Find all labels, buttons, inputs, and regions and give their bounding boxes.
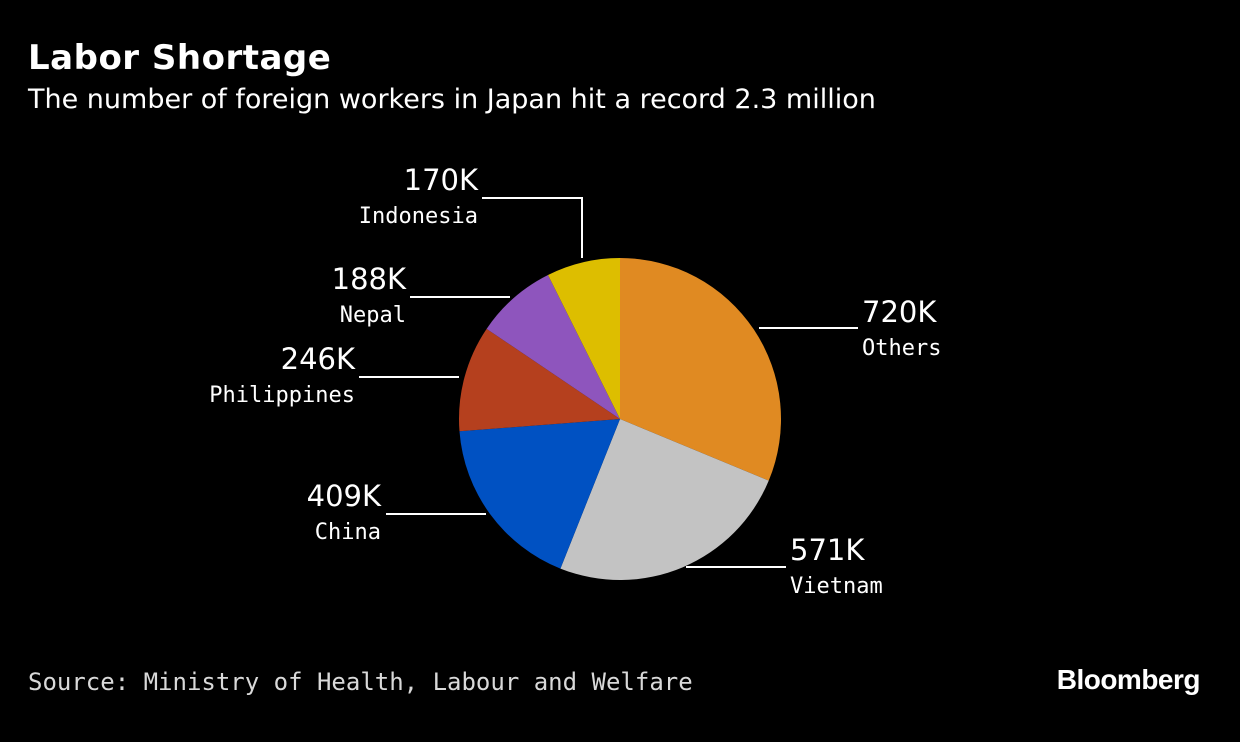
pie-slice-philippines bbox=[459, 328, 620, 432]
pie-slice-indonesia bbox=[548, 258, 620, 419]
chart-title: Labor Shortage bbox=[28, 38, 332, 78]
category-label-vietnam: Vietnam bbox=[790, 574, 883, 599]
pie-slice-nepal bbox=[486, 274, 620, 419]
category-label-others: Others bbox=[862, 336, 941, 361]
value-label-indonesia: 170K bbox=[404, 163, 479, 197]
value-label-china: 409K bbox=[307, 479, 382, 513]
bloomberg-logo: Bloomberg bbox=[1056, 664, 1201, 695]
chart-subtitle: The number of foreign workers in Japan h… bbox=[28, 84, 876, 115]
pie-slices bbox=[459, 258, 782, 580]
pie-labels: 720K Others 571K Vietnam 409K China 246K Philip… bbox=[209, 163, 941, 599]
category-label-indonesia: Indonesia bbox=[359, 204, 478, 229]
leader-line-indonesia bbox=[482, 197, 583, 258]
value-label-others: 720K bbox=[862, 295, 937, 329]
value-label-philippines: 246K bbox=[281, 342, 356, 376]
category-label-philippines: Philippines bbox=[209, 383, 355, 408]
pie-slice-vietnam bbox=[560, 419, 769, 580]
pie-leader-lines bbox=[359, 197, 858, 568]
pie-slice-china bbox=[459, 419, 620, 569]
category-label-china: China bbox=[315, 520, 381, 545]
category-label-nepal: Nepal bbox=[340, 303, 406, 328]
pie-slice-others bbox=[620, 258, 782, 481]
value-label-vietnam: 571K bbox=[790, 533, 865, 567]
source-note: Source: Ministry of Health, Labour and W… bbox=[28, 668, 693, 696]
value-label-nepal: 188K bbox=[332, 262, 407, 296]
